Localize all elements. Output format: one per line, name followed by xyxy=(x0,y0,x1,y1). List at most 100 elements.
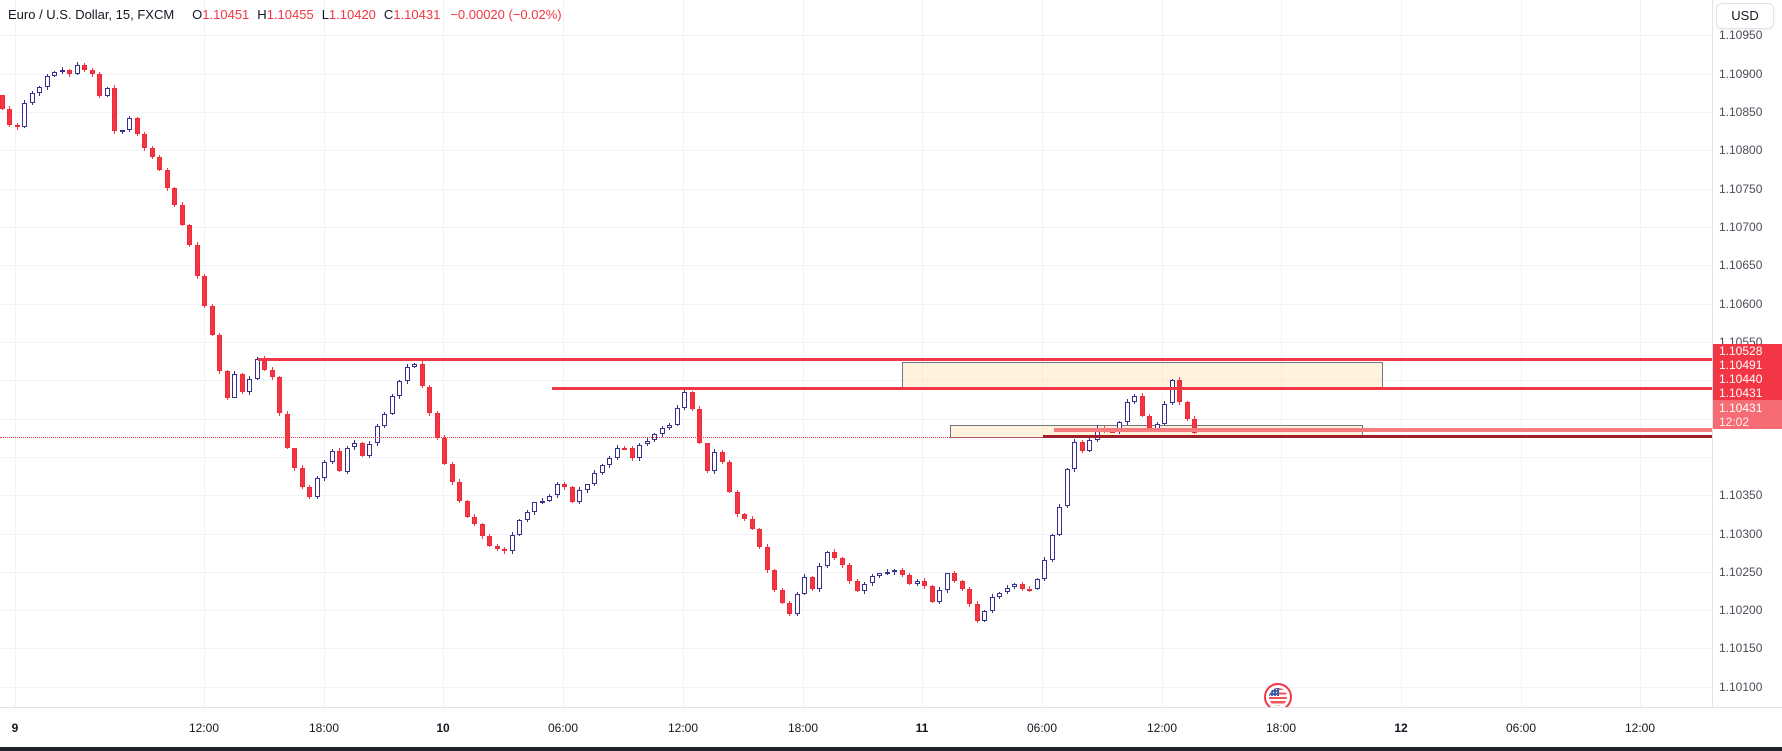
candle-body xyxy=(374,425,380,444)
candle-body xyxy=(854,581,860,592)
candle-body xyxy=(149,148,155,157)
gridline-h xyxy=(0,35,1712,37)
candle-body xyxy=(449,463,455,483)
gridline-h xyxy=(0,188,1712,190)
candle-body xyxy=(1049,534,1055,560)
candle-body xyxy=(719,451,725,463)
candle-body xyxy=(809,576,815,589)
gridline-h xyxy=(0,533,1712,535)
candle-body xyxy=(1027,588,1032,591)
symbol-title[interactable]: Euro / U.S. Dollar, 15, FXCM xyxy=(8,7,175,22)
gridline-v xyxy=(922,0,923,707)
price-line-1.10431[interactable] xyxy=(1043,435,1712,438)
candle-body xyxy=(472,516,477,524)
gridline-v xyxy=(803,0,804,707)
price-axis-label: 1.10950 xyxy=(1719,28,1763,43)
gridline-h xyxy=(0,265,1712,267)
time-axis-label: 12:00 xyxy=(1624,721,1656,735)
candle-body xyxy=(359,443,365,456)
time-axis-label: 18:00 xyxy=(787,721,819,735)
price-axis[interactable]: 1.10950 1.10900 1.10850 1.10800 1.10750 1.107… xyxy=(1712,0,1782,707)
price-axis-label: 1.10600 xyxy=(1719,296,1763,311)
candle-body xyxy=(209,306,215,336)
close-key: C xyxy=(383,7,394,22)
candle-body xyxy=(599,465,605,473)
price-line-1.10491[interactable] xyxy=(552,387,1712,390)
open-value: 1.10451 xyxy=(202,7,250,22)
candle-body xyxy=(367,443,372,456)
chart-pane[interactable] xyxy=(0,0,1712,707)
price-axis-label: 1.10300 xyxy=(1719,526,1763,541)
candle-body xyxy=(974,603,980,621)
candle-body xyxy=(637,444,642,459)
candle-body xyxy=(944,573,950,590)
gridline-h xyxy=(0,495,1712,497)
candle-body xyxy=(697,408,702,444)
gridline-v xyxy=(204,0,205,707)
candle-body xyxy=(389,396,395,414)
candle-body xyxy=(487,536,492,546)
candle-body xyxy=(509,535,515,552)
candle-body xyxy=(922,580,927,586)
price-zone[interactable] xyxy=(902,362,1383,388)
price-line-1.10440[interactable] xyxy=(1054,428,1712,432)
candle-body xyxy=(794,594,800,614)
candle-body xyxy=(89,69,95,75)
candle-body xyxy=(869,576,875,584)
candle-body xyxy=(704,443,710,472)
candle-body xyxy=(127,118,132,131)
time-axis-label: 10 xyxy=(436,721,450,735)
candle-body xyxy=(959,581,965,590)
symbol-legend[interactable]: Euro / U.S. Dollar, 15, FXCM O1.10451 H1.1… xyxy=(8,7,562,22)
price-axis-label: 1.10100 xyxy=(1719,679,1763,694)
time-axis[interactable]: 9 12:00 18:00 10 06:00 12:00 18:00 11 06:00 12:00… xyxy=(0,707,1782,747)
candle-body xyxy=(194,245,200,276)
candle-body xyxy=(164,170,170,189)
price-axis-label: 1.10250 xyxy=(1719,564,1763,579)
price-axis-label: 1.10900 xyxy=(1719,66,1763,81)
candle-body xyxy=(689,392,695,409)
price-line-1.10528[interactable] xyxy=(258,358,1712,361)
candle-body xyxy=(82,64,87,70)
candle-body xyxy=(1124,402,1130,423)
candle-body xyxy=(224,371,230,398)
gridline-v xyxy=(443,0,444,707)
candle-body xyxy=(202,275,207,306)
price-axis-label: 1.10850 xyxy=(1719,105,1763,119)
candle-body xyxy=(517,519,522,535)
candle-body xyxy=(1057,506,1062,535)
price-axis-label: 1.10650 xyxy=(1719,258,1763,273)
currency-usd-button[interactable]: USD xyxy=(1716,3,1774,29)
candle-body xyxy=(337,450,342,472)
time-axis-label: 12:00 xyxy=(667,721,699,735)
candle-body xyxy=(1184,402,1190,419)
high-key: H xyxy=(257,7,267,22)
candle-body xyxy=(577,490,582,502)
candle-body xyxy=(1079,442,1085,451)
high-value: 1.10455 xyxy=(266,7,314,22)
price-axis-label: 1.10150 xyxy=(1719,641,1763,656)
time-axis-label: 06:00 xyxy=(1026,721,1058,735)
candle-body xyxy=(967,589,972,604)
gridline-h xyxy=(0,112,1712,113)
gridline-v xyxy=(324,0,325,707)
candle-body xyxy=(1019,584,1025,589)
gridline-h xyxy=(0,380,1712,382)
candle-wick xyxy=(624,445,625,450)
candle-body xyxy=(554,484,560,496)
candle-body xyxy=(539,500,545,503)
candle-body xyxy=(847,565,852,582)
candle-body xyxy=(59,70,65,72)
candle-body xyxy=(839,558,845,566)
candle-body xyxy=(892,570,897,572)
gridline-v xyxy=(1042,0,1043,707)
candle-body xyxy=(629,448,635,459)
gridline-v xyxy=(563,0,564,707)
gridline-v xyxy=(683,0,684,707)
candle-body xyxy=(1192,418,1197,434)
us-flag-event-icon[interactable] xyxy=(1264,683,1292,707)
candle-body xyxy=(52,72,57,77)
candle-body xyxy=(134,118,140,134)
candle-body xyxy=(712,451,717,472)
